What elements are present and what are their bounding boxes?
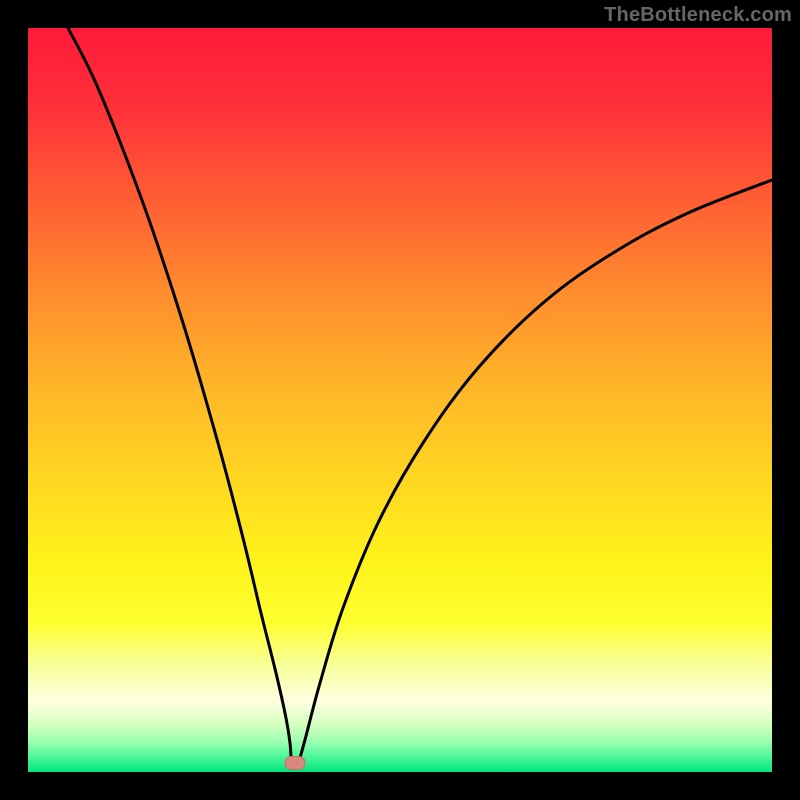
- watermark-text: TheBottleneck.com: [604, 4, 792, 27]
- gradient-background: [28, 28, 772, 772]
- chart-frame: TheBottleneck.com: [0, 0, 800, 800]
- minimum-marker: [285, 757, 305, 770]
- plot-area: [28, 28, 772, 772]
- bottleneck-chart-svg: [28, 28, 772, 772]
